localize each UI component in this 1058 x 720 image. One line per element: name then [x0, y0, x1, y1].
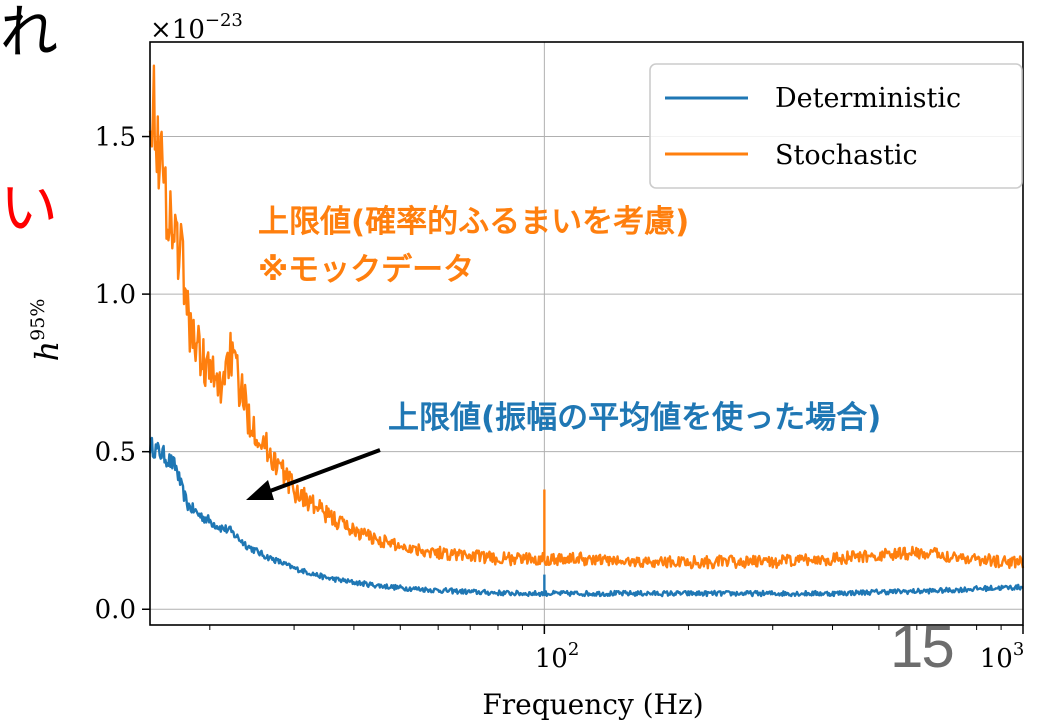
ytick-label: 1.5 — [95, 123, 136, 153]
legend-label-stochastic: Stochastic — [775, 140, 918, 171]
legend-box — [649, 63, 1023, 189]
ytick-labels: 0.0 0.5 1.0 1.5 — [95, 123, 136, 626]
xtick-label-100: 102 — [535, 639, 580, 674]
slide-number: 15 — [890, 613, 955, 680]
svg-text:h95%: h95% — [27, 299, 66, 362]
ytick-label: 0.5 — [95, 438, 136, 468]
ytick-label: 0.0 — [95, 595, 136, 625]
annotation-deterministic-upper-limit: 上限値(振幅の平均値を使った場合) — [388, 400, 881, 436]
x-axis-label: Frequency (Hz) — [482, 688, 703, 720]
y-axis-label: h95% — [27, 299, 66, 362]
annotation-mock-data: ※モックデータ — [258, 252, 474, 288]
slide-fragment-mid: い — [0, 174, 58, 242]
series-layer — [148, 64, 1025, 598]
plot-frame — [149, 41, 1024, 626]
legend: Deterministic Stochastic — [649, 63, 1023, 189]
offset-text: ×10−23 — [150, 10, 243, 45]
annotation-stochastic-upper-limit: 上限値(確率的ふるまいを考慮) — [258, 204, 689, 240]
xtick-label-1000: 103 — [980, 639, 1025, 674]
ytick-label: 1.0 — [95, 280, 136, 310]
annotation-arrow — [246, 448, 381, 500]
slide-fragment-top: れ — [0, 0, 58, 66]
series-line-stochastic — [148, 64, 1025, 570]
ticks — [142, 135, 1024, 634]
legend-label-deterministic: Deterministic — [775, 83, 961, 114]
series-line-deterministic — [148, 436, 1024, 598]
